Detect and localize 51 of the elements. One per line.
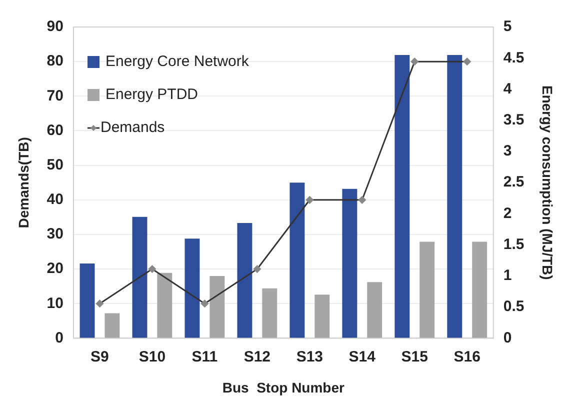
y2-tick-label: 4 <box>503 80 512 98</box>
x-tick-label: S16 <box>454 348 480 366</box>
x-tick-label: S15 <box>401 348 428 366</box>
x-tick-label: S9 <box>90 348 109 366</box>
y2-axis-title: Energy consumption (MJ/TB) <box>540 85 556 280</box>
y-tick-label: 80 <box>46 52 64 70</box>
x-tick-label: S14 <box>348 348 376 366</box>
bar <box>132 216 148 338</box>
bar <box>157 272 172 338</box>
y-tick-label: 30 <box>46 226 64 243</box>
y2-tick-label: 5 <box>503 18 512 36</box>
bar <box>104 313 120 338</box>
y-tick-label: 20 <box>46 260 64 278</box>
y2-tick-label: 3 <box>503 142 512 160</box>
x-axis-title: Bus Stop Number <box>222 379 346 396</box>
y-axis-title: Demands(TB) <box>15 137 32 228</box>
x-tick-label: S12 <box>244 348 271 366</box>
bar <box>262 288 278 338</box>
bar <box>184 238 200 338</box>
bar <box>367 282 382 338</box>
legend-label: Energy PTDD <box>105 86 198 104</box>
y-tick-label: 10 <box>46 294 64 312</box>
y2-tick-label: 3.5 <box>503 112 524 128</box>
x-tick-label: S13 <box>296 348 324 366</box>
bar <box>210 276 225 338</box>
bar <box>394 55 410 338</box>
y-tick-label: 50 <box>46 156 64 174</box>
y2-tick-label: 2 <box>503 204 512 222</box>
y-tick-label: 60 <box>46 122 64 139</box>
y2-tick-label: 2.5 <box>503 174 524 191</box>
y2-tick-label: 0 <box>503 329 512 346</box>
y-tick-label: 0 <box>55 329 64 346</box>
y-tick-label: 70 <box>46 87 64 104</box>
y2-tick-label: 1 <box>503 267 512 284</box>
bar <box>314 294 330 338</box>
y2-tick-label: 1.5 <box>503 236 524 253</box>
bar <box>447 55 462 338</box>
bar <box>237 223 252 338</box>
legend-label: Demands <box>100 119 165 136</box>
y2-tick-label: 4.5 <box>503 49 524 66</box>
bar <box>472 242 488 338</box>
bar <box>290 182 305 338</box>
x-tick-label: S11 <box>192 348 218 366</box>
bar <box>342 188 358 338</box>
legend-label: Energy Core Network <box>105 53 250 70</box>
y2-tick-label: 0.5 <box>503 298 524 316</box>
bar <box>80 264 95 338</box>
x-tick-label: S10 <box>138 348 166 366</box>
y-tick-label: 90 <box>46 18 64 36</box>
bar <box>420 242 435 338</box>
y-tick-label: 40 <box>46 191 64 208</box>
